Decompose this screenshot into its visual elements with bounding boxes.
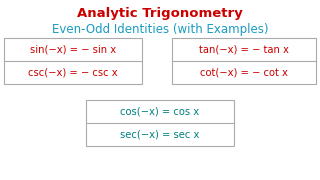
- Text: csc(−x) = − csc x: csc(−x) = − csc x: [28, 68, 118, 78]
- Text: tan(−x) = − tan x: tan(−x) = − tan x: [199, 44, 289, 55]
- Text: Even-Odd Identities (with Examples): Even-Odd Identities (with Examples): [52, 24, 268, 37]
- Text: cot(−x) = − cot x: cot(−x) = − cot x: [200, 68, 288, 78]
- Text: sin(−x) = − sin x: sin(−x) = − sin x: [30, 44, 116, 55]
- Text: Analytic Trigonometry: Analytic Trigonometry: [77, 6, 243, 19]
- FancyBboxPatch shape: [172, 38, 316, 84]
- FancyBboxPatch shape: [4, 38, 142, 84]
- Text: sec(−x) = sec x: sec(−x) = sec x: [120, 129, 200, 140]
- FancyBboxPatch shape: [86, 100, 234, 146]
- Text: cos(−x) = cos x: cos(−x) = cos x: [120, 107, 200, 116]
